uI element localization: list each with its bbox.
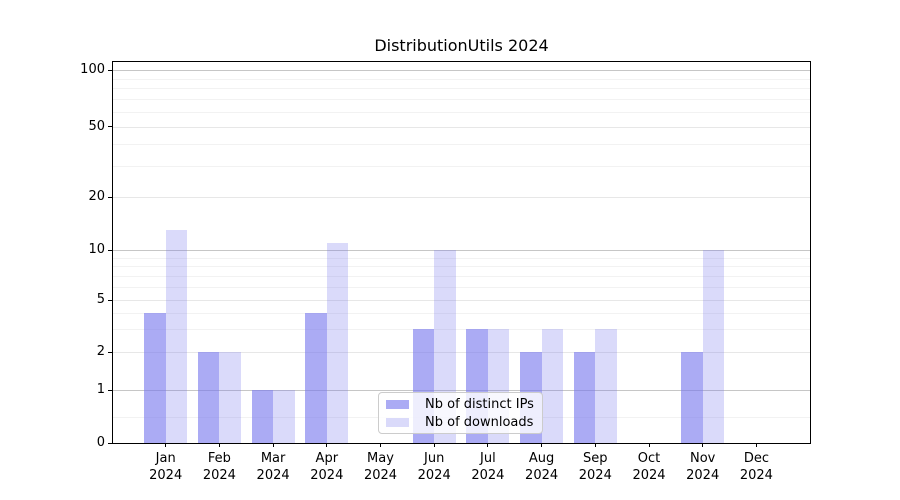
gridline-minor [113,88,810,90]
bar-downloads-nov [702,250,725,443]
gridline-10 [113,250,810,252]
x-axis-line [113,443,810,444]
y-tick-mark [108,389,112,391]
x-tick-mark [272,443,274,447]
y-tick-mark [108,126,112,128]
x-tick-label-jul: Jul 2024 [471,451,505,483]
y-tick-mark [108,299,112,301]
x-tick-label-dec: Dec 2024 [739,451,773,483]
x-tick-label-apr: Apr 2024 [310,451,344,483]
y-tick-mark [108,249,112,251]
y-tick-label: 2 [96,344,105,360]
gridline-minor [113,257,810,259]
legend-label-distinct-ips: Nb of distinct IPs [425,396,534,412]
legend-item-downloads: Nb of downloads [386,413,542,431]
x-tick-mark [433,443,435,447]
gridline-minor [113,275,810,277]
legend: Nb of distinct IPs Nb of downloads [378,392,543,434]
x-tick-mark [380,443,381,447]
x-tick-mark [702,443,704,447]
y-tick-label: 0 [96,435,105,450]
x-tick-label-jan: Jan 2024 [149,451,183,483]
x-tick-label-mar: Mar 2024 [256,451,290,483]
gridline-minor [113,143,810,145]
y-tick-mark [108,351,112,353]
x-tick-mark [218,443,220,447]
x-tick-label-sep: Sep 2024 [578,451,612,483]
x-tick-mark [165,443,167,447]
x-tick-label-jun: Jun 2024 [417,451,451,483]
legend-swatch-distinct-ips [386,399,409,409]
bar-distinct-ips-mar [251,390,274,443]
x-tick-mark [487,443,489,447]
y-tick-label: 10 [88,242,105,258]
bar-downloads-aug [541,329,564,443]
gridline-minor [113,329,810,331]
x-tick-mark [594,443,596,447]
bar-distinct-ips-nov [681,352,703,443]
y-tick-mark [108,442,112,444]
x-tick-mark [648,443,650,447]
bar-distinct-ips-apr [305,312,327,443]
x-tick-label-nov: Nov 2024 [686,451,720,483]
x-tick-label-feb: Feb 2024 [202,451,236,483]
gridline-minor [113,99,810,101]
bar-downloads-jan [165,230,188,443]
y-tick-mark [108,69,112,71]
y-tick-label: 50 [88,118,105,134]
y-axis-line [112,61,113,444]
gridline-minor [113,286,810,288]
gridline-50 [113,126,810,128]
bar-distinct-ips-feb [197,352,220,443]
gridline-1 [113,390,810,391]
legend-swatch-downloads [386,417,409,427]
x-tick-mark [541,443,543,447]
gridline-minor [113,165,810,167]
gridline-minor [113,266,810,268]
bar-downloads-feb [219,352,241,443]
x-tick-label-aug: Aug 2024 [525,451,559,483]
legend-item-distinct-ips: Nb of distinct IPs [386,395,542,413]
gridline-minor [113,312,810,314]
bar-downloads-mar [273,390,295,443]
gridline-minor [113,78,810,80]
x-tick-label-may: May 2024 [363,451,398,483]
x-tick-mark [755,443,757,447]
bar-distinct-ips-jan [144,312,166,443]
y-tick-mark [108,196,112,198]
bar-distinct-ips-sep [573,352,596,443]
gridline-100 [113,70,810,71]
y-tick-label: 5 [96,292,105,307]
gridline-20 [113,197,810,198]
gridline-2 [113,352,810,354]
plot-border-top [113,61,810,62]
gridline-5 [113,300,810,301]
gridline-minor [113,111,810,113]
bar-downloads-sep [595,329,617,443]
y-tick-label: 20 [88,189,105,204]
chart-title: DistributionUtils 2024 [374,36,549,55]
legend-label-downloads: Nb of downloads [425,414,534,430]
plot-area: 0 1 2 5 10 20 50 100 Jan 2024 Feb 2024 Mar 2024 Apr 202… [80,61,811,483]
x-tick-mark [326,443,328,447]
x-tick-label-oct: Oct 2024 [632,451,666,483]
plot-border-right [810,61,811,444]
y-tick-label: 100 [80,62,105,77]
bar-downloads-apr [326,242,349,443]
y-tick-label: 1 [96,382,105,397]
